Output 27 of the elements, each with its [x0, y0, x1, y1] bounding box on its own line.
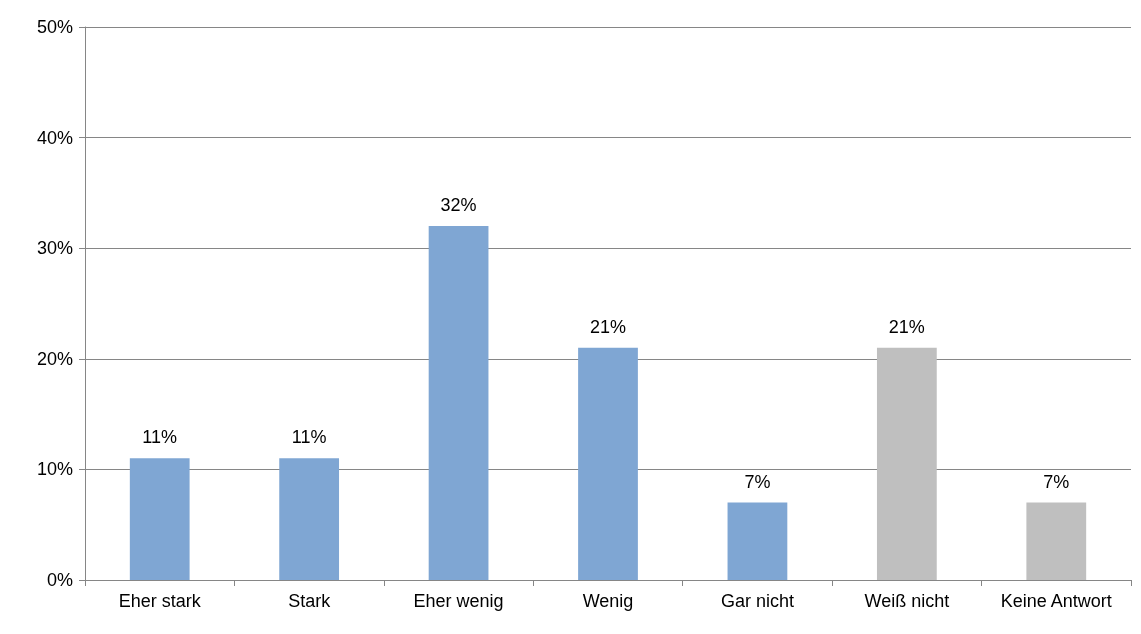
bar — [279, 458, 340, 580]
bar — [129, 458, 190, 580]
data-label: 21% — [888, 316, 925, 337]
bar — [578, 347, 638, 580]
bar — [876, 347, 937, 580]
x-tick-label: Wenig — [582, 591, 634, 611]
data-label: 21% — [589, 316, 627, 337]
y-tick-label: 50% — [36, 17, 73, 37]
y-tick-label: 20% — [36, 348, 73, 369]
y-tick-label: 0% — [46, 570, 73, 590]
bar — [727, 502, 788, 580]
data-label: 7% — [744, 471, 771, 492]
y-tick-label: 30% — [36, 238, 73, 259]
y-tick-label: 40% — [36, 127, 73, 148]
data-label: 11% — [291, 427, 327, 448]
y-tick-label: 10% — [36, 459, 73, 480]
x-tick-label: Keine Antwort — [1000, 591, 1112, 611]
bar — [428, 226, 489, 580]
x-tick-label: Gar nicht — [720, 591, 794, 611]
x-tick-label: Eher wenig — [413, 591, 504, 611]
data-label: 7% — [1043, 471, 1070, 492]
x-tick-label: Weiß nicht — [864, 591, 950, 611]
x-tick-label: Eher stark — [118, 591, 202, 611]
x-tick-label: Stark — [288, 591, 332, 611]
data-label: 32% — [440, 195, 477, 216]
bar — [1026, 502, 1087, 580]
data-label: 11% — [142, 427, 178, 448]
